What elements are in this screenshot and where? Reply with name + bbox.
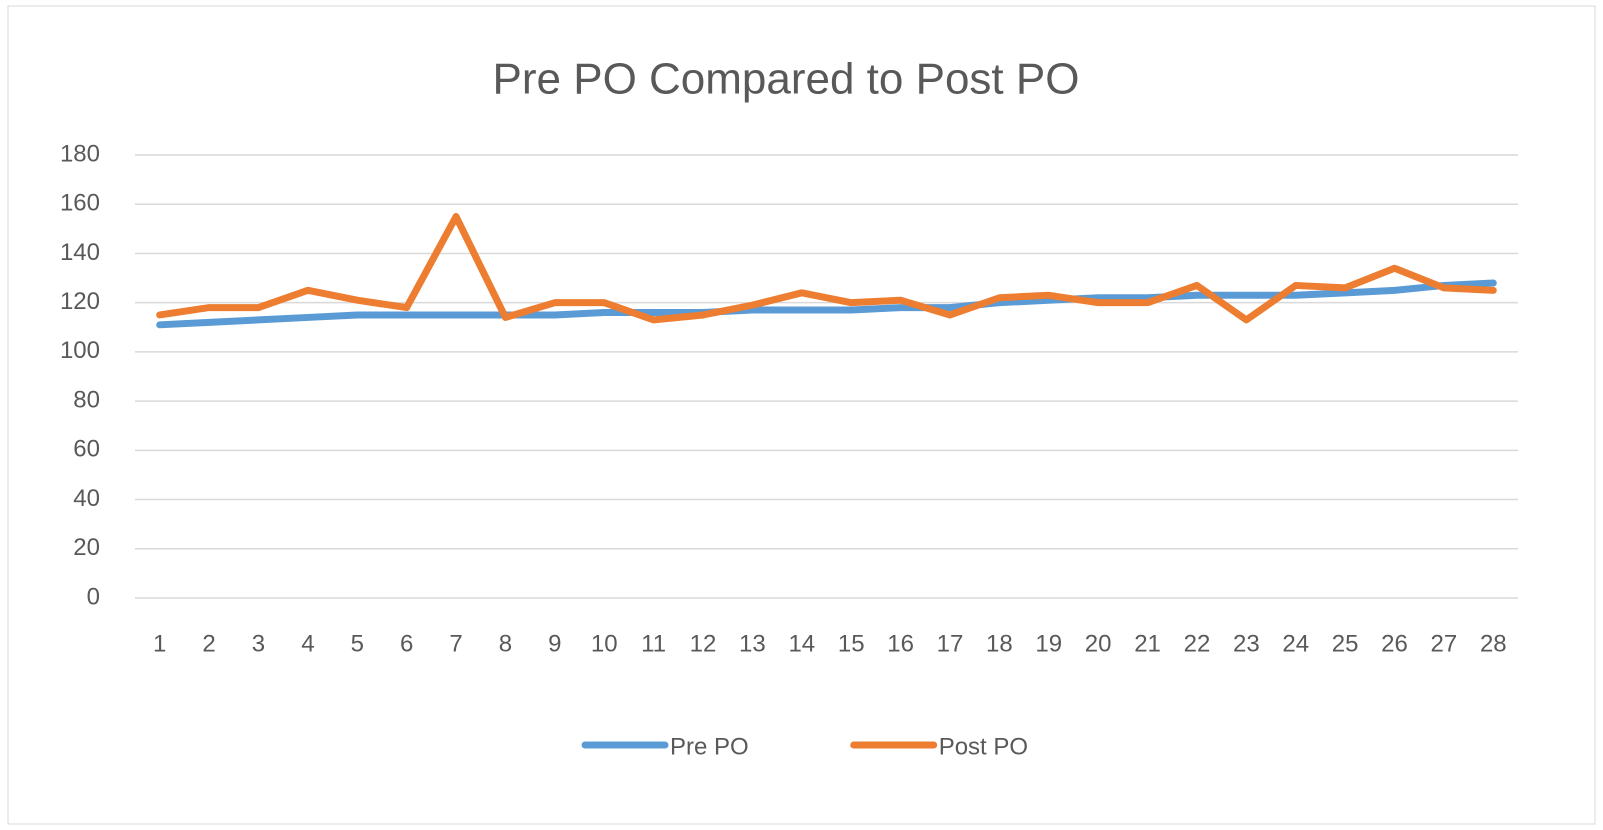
x-tick-label: 28 bbox=[1480, 630, 1507, 657]
x-tick-label: 26 bbox=[1381, 630, 1408, 657]
x-tick-label: 3 bbox=[252, 630, 265, 657]
y-tick-label: 100 bbox=[60, 337, 100, 364]
y-tick-label: 140 bbox=[60, 239, 100, 266]
x-tick-label: 6 bbox=[400, 630, 413, 657]
y-tick-label: 160 bbox=[60, 190, 100, 217]
y-tick-label: 40 bbox=[73, 485, 100, 512]
x-tick-label: 20 bbox=[1085, 630, 1112, 657]
x-tick-label: 19 bbox=[1035, 630, 1062, 657]
series-line bbox=[156, 213, 1497, 324]
x-tick-label: 25 bbox=[1332, 630, 1359, 657]
x-tick-label: 9 bbox=[548, 630, 561, 657]
x-tick-label: 16 bbox=[887, 630, 914, 657]
chart-title: Pre PO Compared to Post PO bbox=[493, 55, 1080, 104]
x-tick-label: 14 bbox=[788, 630, 815, 657]
chart-frame bbox=[7, 5, 1596, 825]
x-tick-label: 21 bbox=[1134, 630, 1161, 657]
y-tick-label: 20 bbox=[73, 534, 100, 561]
y-tick-label: 80 bbox=[73, 386, 100, 413]
y-tick-label: 120 bbox=[60, 288, 100, 315]
x-tick-label: 12 bbox=[690, 630, 717, 657]
x-tick-label: 8 bbox=[499, 630, 512, 657]
x-tick-label: 5 bbox=[351, 630, 364, 657]
x-tick-label: 11 bbox=[641, 630, 666, 657]
y-tick-label: 60 bbox=[73, 436, 100, 463]
x-tick-label: 10 bbox=[591, 630, 618, 657]
y-tick-label: 180 bbox=[60, 140, 100, 167]
x-tick-label: 2 bbox=[202, 630, 215, 657]
y-tick-label: 0 bbox=[87, 583, 100, 610]
x-tick-label: 27 bbox=[1431, 630, 1458, 657]
legend-label: Pre PO bbox=[670, 733, 749, 760]
series-line bbox=[156, 279, 1497, 329]
x-tick-label: 4 bbox=[301, 630, 314, 657]
x-tick-label: 15 bbox=[838, 630, 865, 657]
x-tick-label: 7 bbox=[449, 630, 462, 657]
x-tick-label: 24 bbox=[1282, 630, 1309, 657]
x-tick-label: 23 bbox=[1233, 630, 1260, 657]
x-tick-label: 17 bbox=[937, 630, 964, 657]
x-tick-label: 22 bbox=[1184, 630, 1211, 657]
x-tick-label: 18 bbox=[986, 630, 1013, 657]
legend-label: Post PO bbox=[939, 733, 1028, 760]
x-tick-label: 1 bbox=[153, 630, 166, 657]
x-tick-label: 13 bbox=[739, 630, 766, 657]
